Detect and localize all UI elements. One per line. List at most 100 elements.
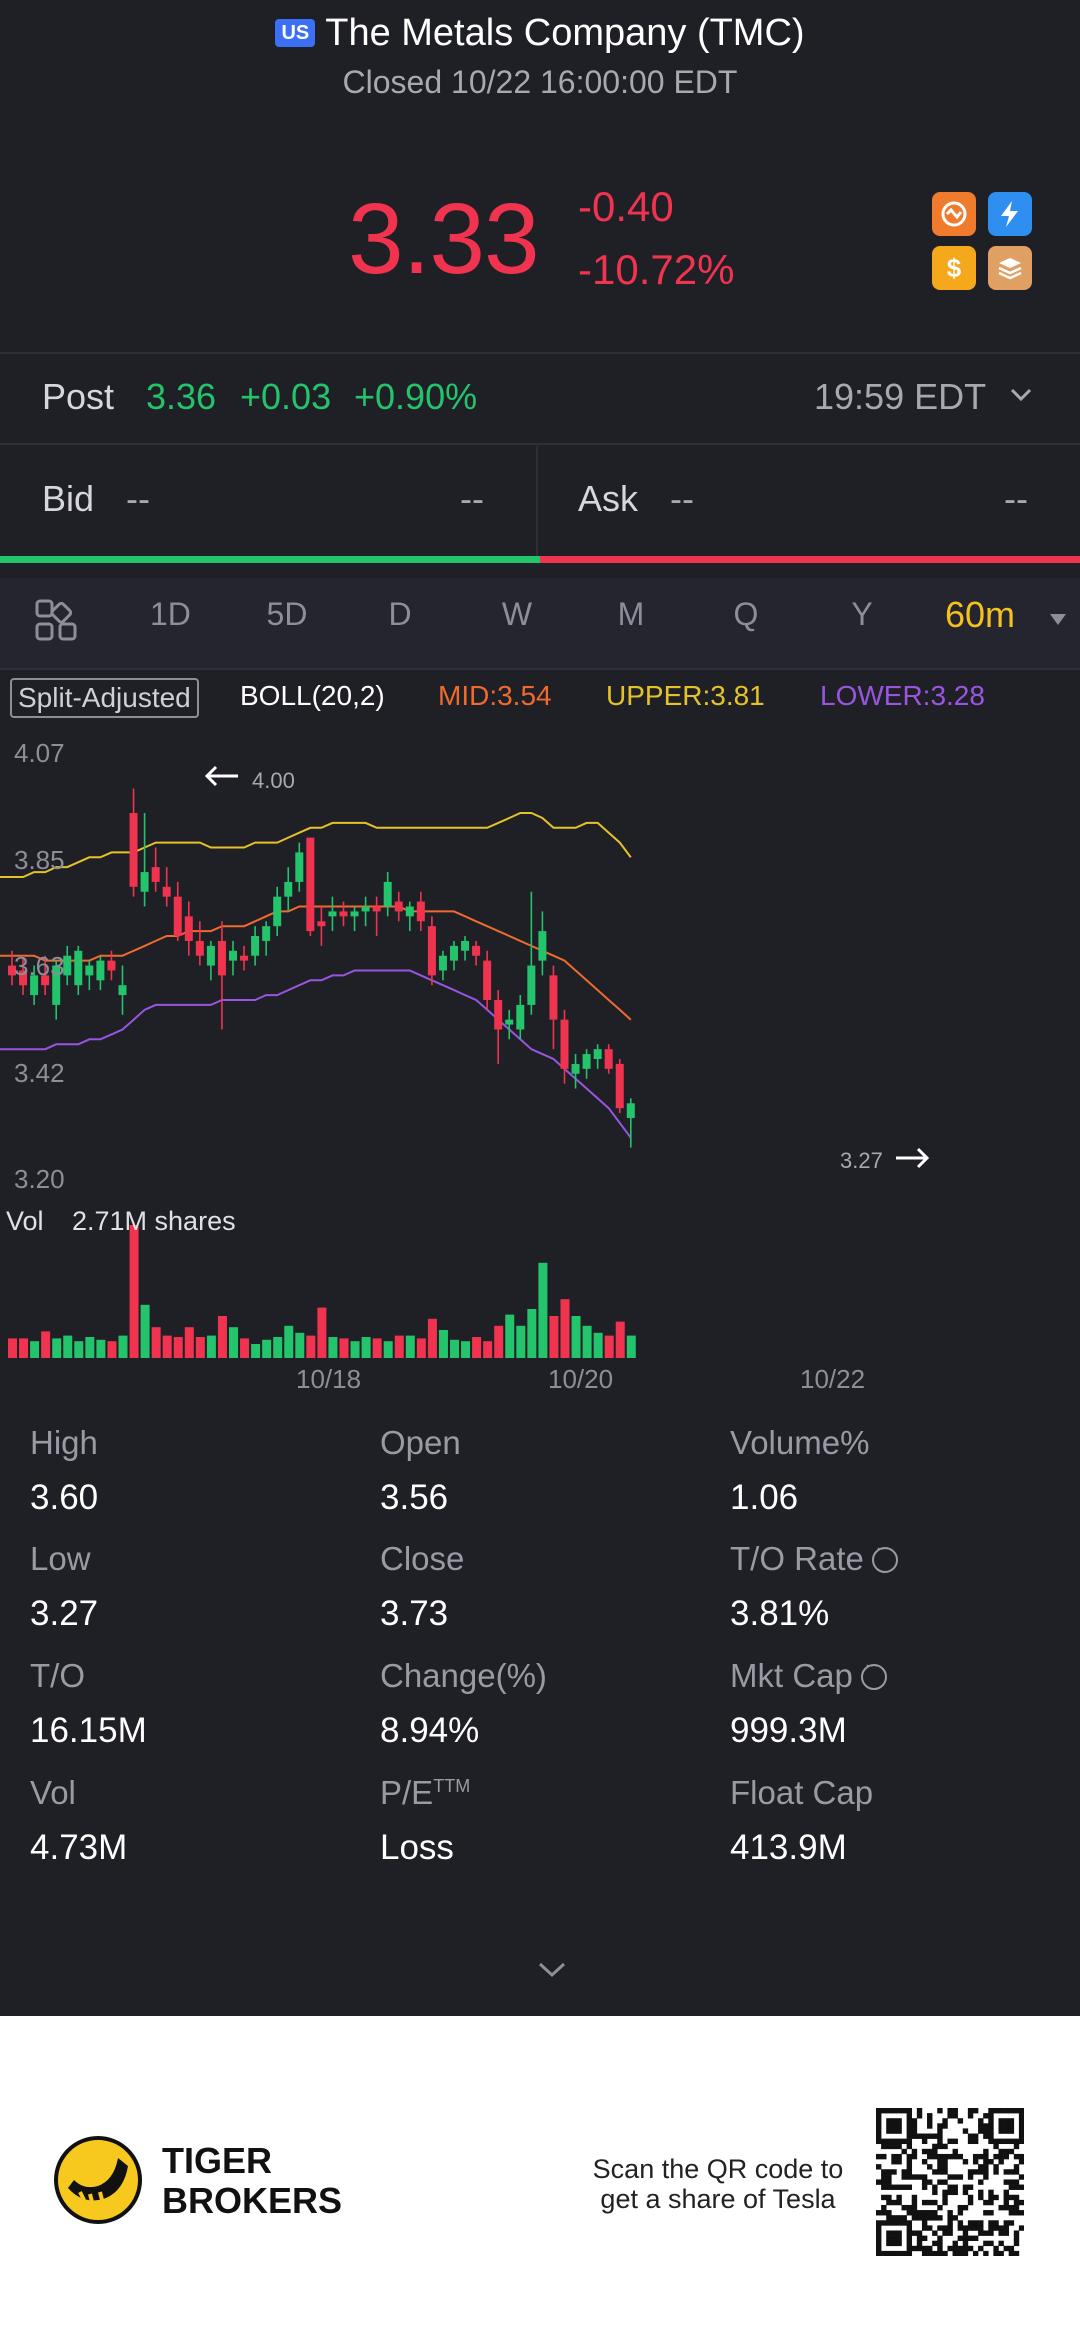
- bid-strength-bar: [0, 556, 540, 563]
- brand-name-line1: TIGER: [162, 2140, 273, 2181]
- volume-bar: [328, 1337, 338, 1358]
- post-price: 3.36: [146, 376, 217, 417]
- volume-label: Vol: [6, 1206, 44, 1236]
- tiger-logo-icon: [54, 2136, 142, 2224]
- flash-icon[interactable]: [988, 192, 1032, 236]
- learn-icon[interactable]: [988, 246, 1032, 290]
- stat-label: Vol: [30, 1774, 76, 1811]
- dollar-icon[interactable]: $: [932, 246, 976, 290]
- volume-bar: [383, 1341, 393, 1358]
- boll-indicator[interactable]: BOLL(20,2): [240, 680, 385, 711]
- volume-bar: [571, 1316, 581, 1358]
- volume-bar: [494, 1325, 504, 1358]
- grid-layout-icon[interactable]: [34, 598, 78, 642]
- volume-bar: [538, 1262, 548, 1358]
- ask-label: Ask: [578, 478, 639, 519]
- candle: [582, 1049, 591, 1079]
- divider: [0, 443, 1080, 445]
- stat-value: 413.9M: [730, 1828, 847, 1867]
- stock-name: The Metals Company (TMC): [325, 12, 805, 54]
- candle: [461, 936, 470, 961]
- info-icon[interactable]: [860, 1657, 887, 1690]
- ask-size: --: [1004, 478, 1028, 519]
- tab-1d[interactable]: 1D: [150, 596, 191, 632]
- options-icon[interactable]: [932, 192, 976, 236]
- expand-chevron-icon[interactable]: [536, 1960, 568, 1980]
- stat-label[interactable]: Mkt Cap: [730, 1657, 887, 1695]
- candle: [505, 1009, 514, 1040]
- tab-q[interactable]: Q: [733, 596, 759, 632]
- info-icon[interactable]: [871, 1540, 898, 1573]
- volume-bar: [483, 1341, 493, 1358]
- candle: [472, 940, 481, 966]
- candle: [593, 1044, 602, 1069]
- ask-strength-bar: [540, 556, 1080, 563]
- arrow-left-icon: [204, 765, 238, 787]
- y-axis-label: 3.63: [14, 951, 65, 981]
- stat-value: 8.94%: [380, 1711, 480, 1750]
- qr-code: [876, 2108, 1024, 2256]
- tab-60m[interactable]: 60m: [944, 594, 1016, 635]
- boll-upper: UPPER:3.81: [606, 680, 765, 711]
- tab-w[interactable]: W: [501, 596, 533, 632]
- candle: [615, 1059, 624, 1114]
- volume-bar: [450, 1339, 459, 1358]
- candle: [372, 896, 381, 937]
- volume-bar: [19, 1338, 29, 1358]
- volume-bar: [74, 1341, 84, 1358]
- scan-text-line1: Scan the QR code to: [592, 2154, 844, 2184]
- divider: [0, 352, 1080, 354]
- stat-value: 1.06: [730, 1478, 799, 1517]
- us-market-badge: US: [275, 19, 316, 47]
- y-axis-label: 3.42: [14, 1058, 65, 1088]
- tab-d[interactable]: D: [388, 596, 412, 632]
- volume-bar: [317, 1307, 327, 1358]
- post-change: +0.03: [240, 376, 332, 417]
- volume-bar: [549, 1316, 559, 1358]
- stock-title: US The Metals Company (TMC): [0, 12, 1080, 55]
- tab-5d[interactable]: 5D: [266, 596, 308, 632]
- post-market-row[interactable]: Post 3.36 +0.03 +0.90% 19:59 EDT: [0, 352, 1080, 442]
- caret-down-icon[interactable]: [1050, 614, 1066, 626]
- tab-m[interactable]: M: [617, 596, 645, 632]
- stat-label: P/ETTM: [380, 1774, 471, 1811]
- bid-ask-row: Bid -- -- Ask -- --: [0, 446, 1080, 558]
- candle: [240, 945, 249, 971]
- candlestick-chart[interactable]: [0, 730, 1080, 1390]
- volume-bar: [85, 1337, 95, 1358]
- post-label: Post: [42, 376, 115, 417]
- volume-bar: [505, 1314, 515, 1358]
- volume-bar: [284, 1325, 294, 1358]
- stat-label[interactable]: T/O Rate: [730, 1540, 898, 1578]
- volume-bar: [129, 1225, 139, 1358]
- x-axis-label: 10/22: [800, 1364, 866, 1394]
- candle: [30, 965, 39, 1005]
- volume-bar: [41, 1331, 51, 1358]
- candle: [571, 1054, 580, 1089]
- volume-bar: [262, 1339, 272, 1358]
- candle: [427, 916, 436, 986]
- candle: [251, 926, 260, 966]
- candle: [173, 881, 182, 941]
- candle: [229, 940, 237, 976]
- candle: [129, 788, 138, 897]
- volume-bar: [173, 1337, 183, 1358]
- candle: [118, 965, 127, 1015]
- divider: [0, 668, 1080, 670]
- x-axis-label: 10/20: [548, 1364, 614, 1394]
- volume-bar: [593, 1332, 603, 1358]
- candle: [8, 950, 16, 986]
- post-time: 19:59 EDT: [814, 376, 987, 417]
- tab-y[interactable]: Y: [851, 596, 873, 632]
- candle: [96, 955, 105, 991]
- volume-bar: [251, 1344, 261, 1358]
- candle: [394, 891, 403, 922]
- chevron-down-icon[interactable]: [1010, 384, 1032, 406]
- volume-value: 2.71M shares: [72, 1206, 236, 1236]
- volume-bar: [604, 1335, 614, 1358]
- volume-bar: [527, 1309, 537, 1358]
- split-adjusted-toggle[interactable]: Split-Adjusted: [10, 678, 199, 718]
- volume-bar: [195, 1337, 205, 1358]
- volume-bar: [229, 1327, 238, 1358]
- arrow-right-icon: [896, 1147, 930, 1169]
